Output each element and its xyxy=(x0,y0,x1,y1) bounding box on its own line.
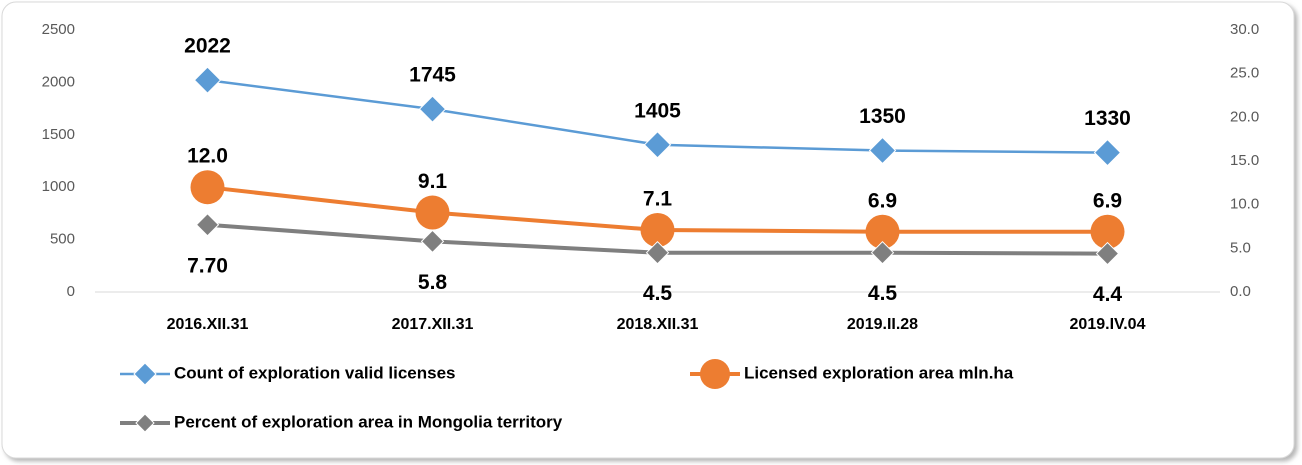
data-label: 5.8 xyxy=(418,271,448,294)
legend-label: Percent of exploration area in Mongolia … xyxy=(174,412,563,431)
x-tick-label: 2019.IV.04 xyxy=(1070,316,1146,333)
data-point xyxy=(643,131,672,159)
legend-marker xyxy=(700,359,730,389)
y-tick-label: 0 xyxy=(67,283,75,300)
data-point xyxy=(1090,214,1125,249)
data-point xyxy=(418,95,447,123)
data-point xyxy=(420,229,445,254)
x-tick-label: 2019.II.28 xyxy=(847,316,918,333)
y-tick-label: 1500 xyxy=(42,126,75,143)
y2-tick-label: 30.0 xyxy=(1230,21,1259,38)
data-label: 4.5 xyxy=(643,282,673,305)
y2-tick-label: 0.0 xyxy=(1230,283,1251,300)
x-tick-label: 2016.XII.31 xyxy=(167,316,249,333)
y-tick-label: 2500 xyxy=(42,21,75,38)
data-point xyxy=(1095,241,1120,266)
y-tick-label: 500 xyxy=(50,231,75,248)
y2-tick-label: 25.0 xyxy=(1230,65,1259,82)
x-tick-label: 2018.XII.31 xyxy=(617,316,699,333)
data-point xyxy=(865,214,900,249)
data-point xyxy=(868,136,897,165)
data-point xyxy=(193,66,222,94)
data-label: 1330 xyxy=(1084,107,1131,130)
y-tick-label: 2000 xyxy=(42,73,75,90)
data-label: 9.1 xyxy=(418,170,448,193)
data-point xyxy=(195,213,220,237)
data-label: 12.0 xyxy=(187,145,228,168)
legend-label: Licensed exploration area mln.ha xyxy=(744,363,1014,382)
y-tick-label: 1000 xyxy=(42,178,75,195)
y2-tick-label: 5.0 xyxy=(1230,239,1251,256)
x-tick-label: 2017.XII.31 xyxy=(392,316,474,333)
data-point xyxy=(415,195,450,230)
data-label: 1350 xyxy=(859,105,906,128)
data-label: 7.1 xyxy=(643,188,673,211)
data-point xyxy=(870,240,895,265)
data-label: 2022 xyxy=(184,35,231,58)
y2-tick-label: 10.0 xyxy=(1230,196,1259,213)
data-label: 4.5 xyxy=(868,282,898,305)
data-label: 7.70 xyxy=(187,254,228,277)
data-point xyxy=(1093,138,1122,167)
y2-tick-label: 20.0 xyxy=(1230,108,1259,125)
legend-marker xyxy=(133,362,157,386)
legend-label: Count of exploration valid licenses xyxy=(174,363,456,382)
data-point xyxy=(190,170,225,205)
data-label: 6.9 xyxy=(1093,189,1122,212)
data-point xyxy=(645,240,670,265)
data-label: 6.9 xyxy=(868,189,897,212)
data-label: 4.4 xyxy=(1093,283,1123,306)
data-label: 1405 xyxy=(634,99,681,122)
y2-tick-label: 15.0 xyxy=(1230,152,1259,169)
data-point xyxy=(640,212,675,247)
data-label: 1745 xyxy=(409,64,456,87)
legend-marker xyxy=(135,413,155,433)
